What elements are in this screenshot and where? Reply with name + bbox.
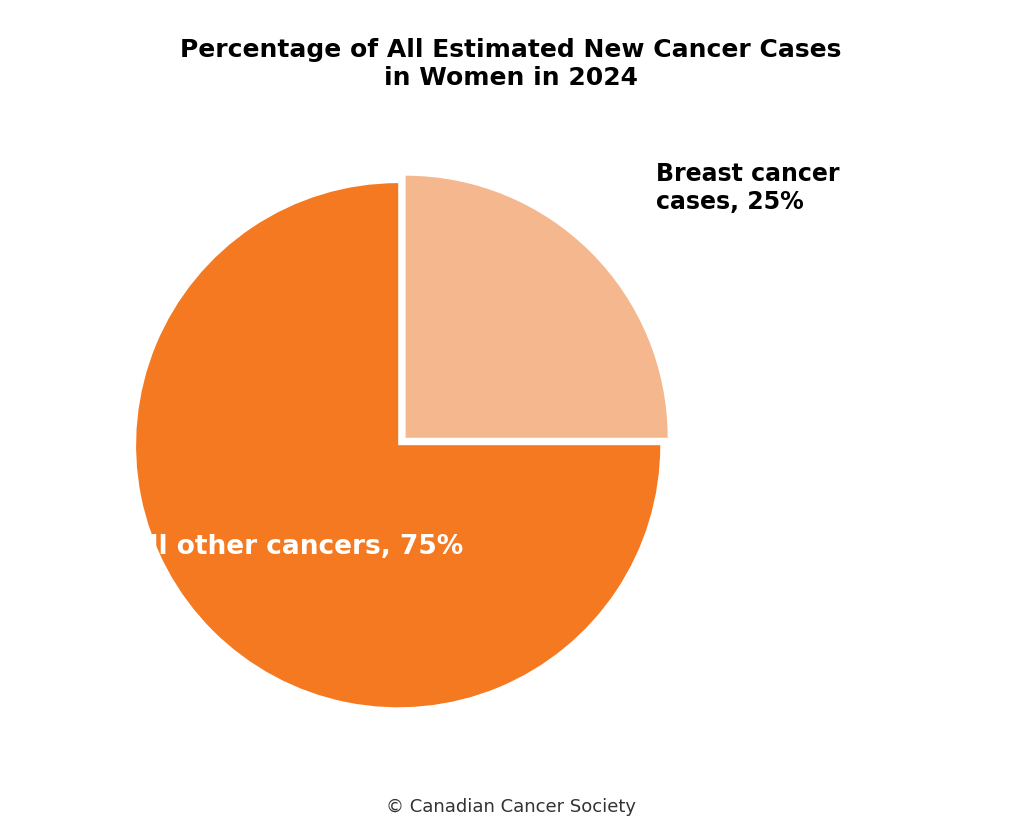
Text: All other cancers, 75%: All other cancers, 75% bbox=[129, 534, 464, 560]
Text: Breast cancer
cases, 25%: Breast cancer cases, 25% bbox=[655, 162, 839, 213]
Wedge shape bbox=[405, 176, 668, 438]
Text: © Canadian Cancer Society: © Canadian Cancer Society bbox=[386, 799, 635, 816]
Wedge shape bbox=[136, 183, 661, 707]
Text: Percentage of All Estimated New Cancer Cases
in Women in 2024: Percentage of All Estimated New Cancer C… bbox=[180, 38, 841, 90]
